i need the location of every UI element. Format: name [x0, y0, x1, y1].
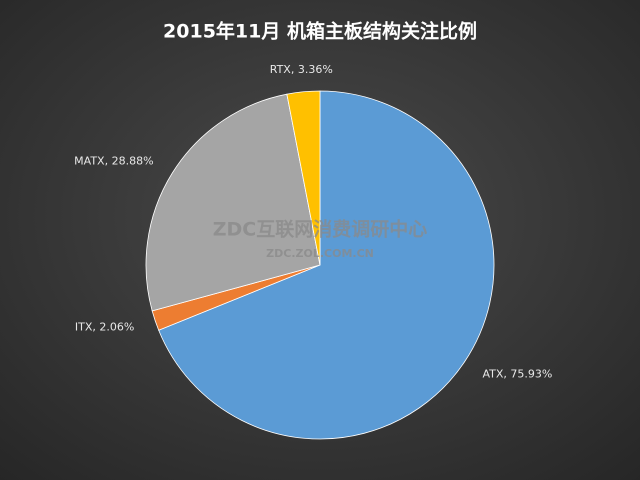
pie — [145, 90, 495, 440]
data-label: RTX, 3.36% — [270, 63, 333, 76]
chart-title: 2015年11月 机箱主板结构关注比例 — [163, 20, 477, 43]
pie-slice — [145, 93, 321, 312]
pie-slice — [158, 90, 495, 440]
data-label: MATX, 28.88% — [74, 155, 153, 168]
pie-slice — [286, 90, 321, 266]
watermark: ZDC互联网消费调研中心 — [213, 218, 428, 241]
data-label: ATX, 75.93% — [483, 368, 553, 381]
data-label: ITX, 2.06% — [75, 321, 134, 334]
watermark-url: ZDC.ZOL.COM.CN — [266, 247, 374, 260]
